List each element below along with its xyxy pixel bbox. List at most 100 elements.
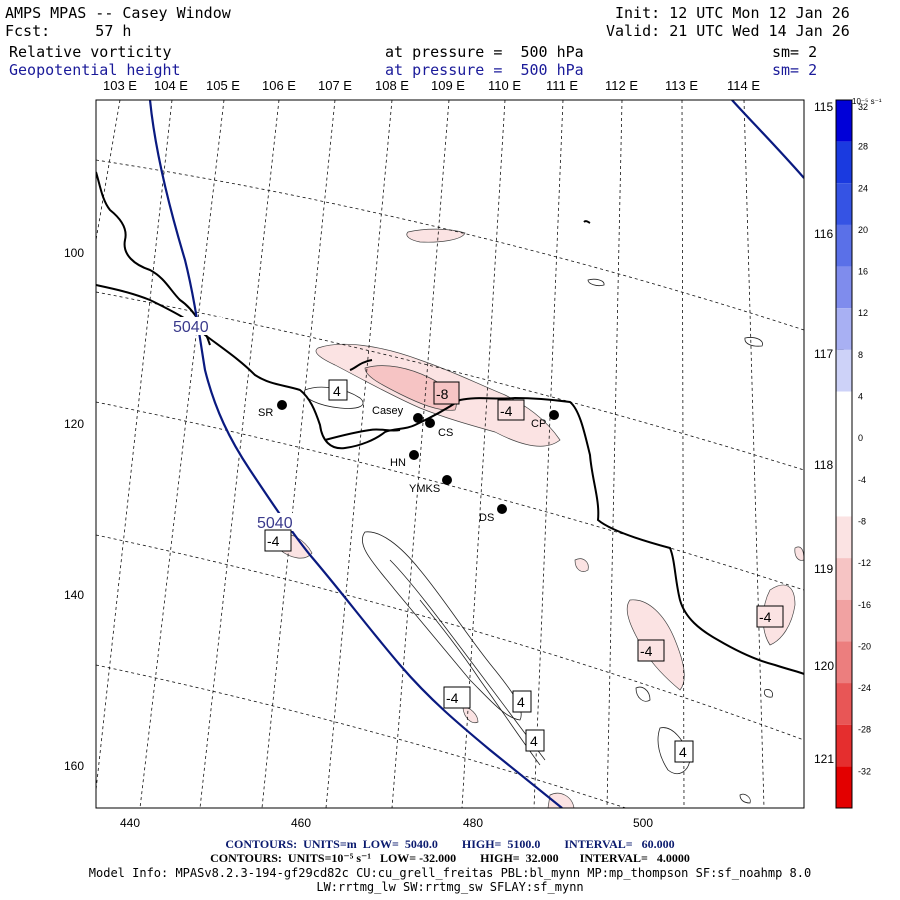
forecast-hour: Fcst: 57 h [5,22,132,40]
vort-region [406,228,466,243]
colorbar-tick-label: 20 [858,225,868,235]
init-time: Init: 12 UTC Mon 12 Jan 26 [615,4,850,22]
vort-label: 4 [333,383,341,399]
map-frame [95,99,805,809]
colorbar-tick-label: -16 [858,600,871,610]
station-label: HN [390,457,406,469]
lon-label: 110 E [488,78,521,93]
colorbar-tick-label: -4 [858,475,866,485]
lon-label: 112 E [605,78,638,93]
lon-label: 109 E [431,78,465,93]
lon-label: 108 E [375,78,409,93]
y-tick-label: 120 [64,417,84,431]
field1-smoothing: sm= 2 [772,43,818,61]
height-label: 5040 [257,515,293,532]
field1-level: at pressure = 500 hPa [385,43,584,61]
colorbar-segment [836,516,852,559]
colorbar-segment [836,266,852,309]
valid-time: Valid: 21 UTC Wed 14 Jan 26 [606,22,850,40]
y-tick-label: 100 [64,246,84,260]
colorbar-tick-label: 32 [858,102,868,112]
colorbar-tick-label: -32 [858,766,871,776]
height-label: 5040 [173,319,209,336]
colorbar-segment [836,766,852,808]
station-marker [442,475,452,485]
latitude-lines [96,159,804,808]
lon-label: 103 E [103,78,137,93]
vort-region [364,365,457,411]
lon-label: 106 E [262,78,296,93]
vort-label: 4 [530,733,538,749]
model-info-line2: LW:rrtmg_lw SW:rrtmg_sw SFLAY:sf_mynn [316,880,584,894]
station-label: DS [479,512,494,524]
colorbar-frame [835,99,853,809]
vorticity-labels: 4 -8 -4 -4 -4 -4 -4 4 4 4 [264,379,784,763]
colorbar: 32 28 24 20 16 12 8 4 0 -4 -8 -12 -16 -20 -24 -28 -32 [835,99,871,809]
field2-name: Geopotential height [9,61,181,79]
vort-region [574,558,589,572]
lon-label: 107 E [318,78,352,93]
station-marker [409,450,419,460]
height-labels: 5040 5040 [170,317,306,532]
height-label-bg [254,513,306,531]
x-tick-label: 500 [633,816,653,830]
vort-label: -4 [759,609,772,625]
vort-label-box [443,686,471,709]
vort-label-box [637,639,665,662]
station-label: SR [258,407,273,419]
colorbar-tick-label: 4 [858,392,863,402]
station-label: Casey [372,405,404,417]
colorbar-tick-label: 12 [858,308,868,318]
colorbar-tick-label: -12 [858,558,871,568]
x-tick-label: 440 [120,816,140,830]
vort-label-box [433,381,460,405]
x-axis-ticks: 440 460 480 500 [120,816,653,830]
lon-label: 104 E [154,78,188,93]
vort-label-box [525,729,545,752]
colorbar-segment [836,641,852,684]
stations: SR Casey CS HN YMKS DS CP [258,400,559,524]
station-marker [425,418,435,428]
vort-region [547,792,575,808]
top-longitude-labels: 103 E 104 E 105 E 106 E 107 E 108 E 109 … [103,78,760,93]
coastline [96,171,804,675]
x-tick-label: 460 [291,816,311,830]
colorbar-segment [836,141,852,184]
colorbar-unit: 10⁻⁵ s⁻¹ [852,97,882,106]
colorbar-segment [836,558,852,600]
vort-label: 4 [679,744,687,760]
lon-label: 111 E [546,78,578,93]
station-label: CS [438,427,453,439]
vorticity-contour-info: CONTOURS: UNITS=10⁻⁵ s⁻¹ LOW= -32.000 HI… [210,851,690,865]
y-tick-label: 160 [64,759,84,773]
vort-label-box [497,399,525,421]
field1-name: Relative vorticity [9,43,172,61]
lon-label: 113 E [665,78,698,93]
station-marker [413,413,423,423]
model-info: Model Info: MPASv8.2.3-194-gf29cd82c CU:… [88,866,812,880]
colorbar-tick-label: -8 [858,516,866,526]
x-tick-label: 480 [463,816,483,830]
colorbar-segment [836,183,852,225]
colorbar-segment [836,599,852,642]
vort-label: -4 [500,403,513,419]
chart-title: AMPS MPAS -- Casey Window [5,4,231,22]
field2-smoothing: sm= 2 [772,61,818,79]
colorbar-tick-label: -24 [858,683,871,693]
height-contour-info: CONTOURS: UNITS=m LOW= 5040.0 HIGH= 5100… [225,837,675,851]
station-marker [277,400,287,410]
lon-label: 114 E [727,78,760,93]
height-label-bg [170,317,222,335]
colorbar-segment [836,433,852,475]
vort-region [462,707,479,724]
vort-label: -4 [640,643,653,659]
vort-label: -4 [267,533,280,549]
field2-level: at pressure = 500 hPa [385,61,584,79]
vort-region [794,546,804,561]
vort-label-box [328,379,348,401]
station-marker [549,410,559,420]
colorbar-segment [836,683,852,725]
colorbar-tick-label: -28 [858,725,871,735]
vorticity-shading [271,228,804,808]
